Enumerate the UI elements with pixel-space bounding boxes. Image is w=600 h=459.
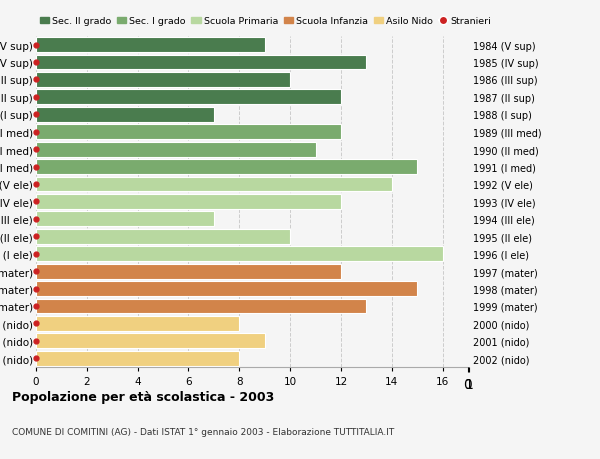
Text: Popolazione per età scolastica - 2003: Popolazione per età scolastica - 2003 [12,390,274,403]
Bar [36,160,417,174]
Bar [36,107,214,123]
Legend: Sec. II grado, Sec. I grado, Scuola Primaria, Scuola Infanzia, Asilo Nido, Stran: Sec. II grado, Sec. I grado, Scuola Prim… [36,14,496,30]
Bar [36,38,265,53]
Bar [36,56,367,70]
Bar [36,212,214,227]
Bar [36,247,443,262]
Bar [36,299,367,313]
Bar [36,73,290,88]
Bar [36,334,265,348]
Bar [36,195,341,209]
Bar [36,316,239,331]
Bar [36,351,239,366]
Bar [36,90,341,105]
Bar [36,264,341,279]
Bar [36,177,392,192]
Bar [36,125,341,140]
Text: Anni di nascita: Anni di nascita [597,161,600,243]
Bar [36,230,290,244]
Bar [36,281,417,297]
Text: COMUNE DI COMITINI (AG) - Dati ISTAT 1° gennaio 2003 - Elaborazione TUTTITALIA.I: COMUNE DI COMITINI (AG) - Dati ISTAT 1° … [12,427,394,436]
Bar [36,142,316,157]
